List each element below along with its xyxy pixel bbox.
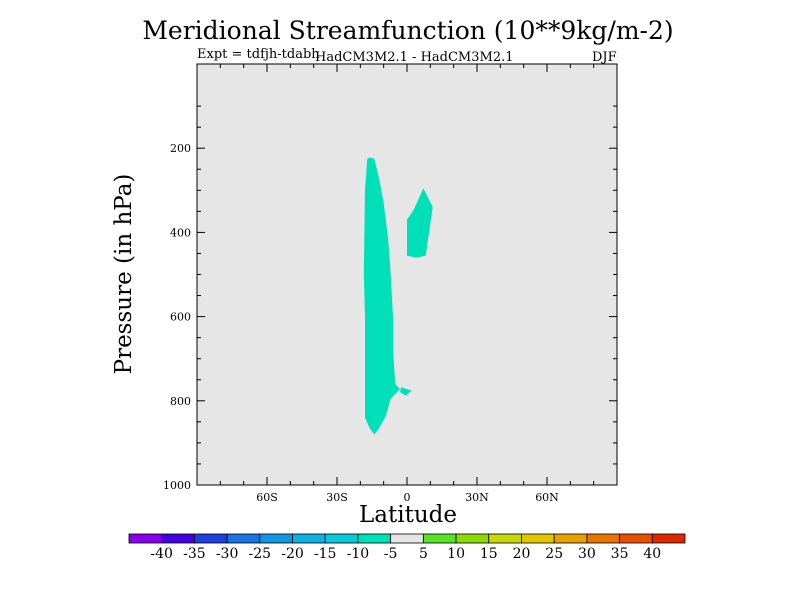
x-tick-label: 60N	[535, 491, 559, 504]
x-axis-label: Latitude	[359, 502, 457, 528]
chart-title: Meridional Streamfunction (10**9kg/m-2)	[142, 16, 674, 45]
contour-upper-cell	[407, 188, 433, 258]
plot-background	[197, 64, 617, 485]
contour-regions	[363, 157, 433, 435]
season-label: DJF	[592, 50, 617, 65]
y-tick-label: 1000	[163, 479, 191, 492]
contour-main-cell	[363, 157, 400, 435]
y-tick-label: 600	[170, 311, 191, 324]
y-axis-label-container: Pressure (in hPa)	[104, 64, 144, 484]
contour-small-cell	[400, 387, 412, 396]
y-tick-label: 800	[170, 395, 191, 408]
x-tick-label: 60S	[256, 491, 278, 504]
x-tick-label: 0	[404, 491, 411, 504]
axis-ticks: 60S 30S 0 30N 60N 200 400 600 800 1000	[163, 64, 617, 504]
plot-frame	[196, 63, 618, 486]
model-comparison-label: HadCM3M2.1 - HadCM3M2.1	[315, 50, 514, 65]
y-axis-label: Pressure (in hPa)	[111, 173, 137, 375]
y-tick-label: 400	[170, 226, 191, 239]
x-tick-label: 30N	[465, 491, 489, 504]
y-tick-label: 200	[170, 142, 191, 155]
x-tick-label: 30S	[326, 491, 348, 504]
experiment-label: Expt = tdfjh-tdabh	[197, 47, 320, 62]
